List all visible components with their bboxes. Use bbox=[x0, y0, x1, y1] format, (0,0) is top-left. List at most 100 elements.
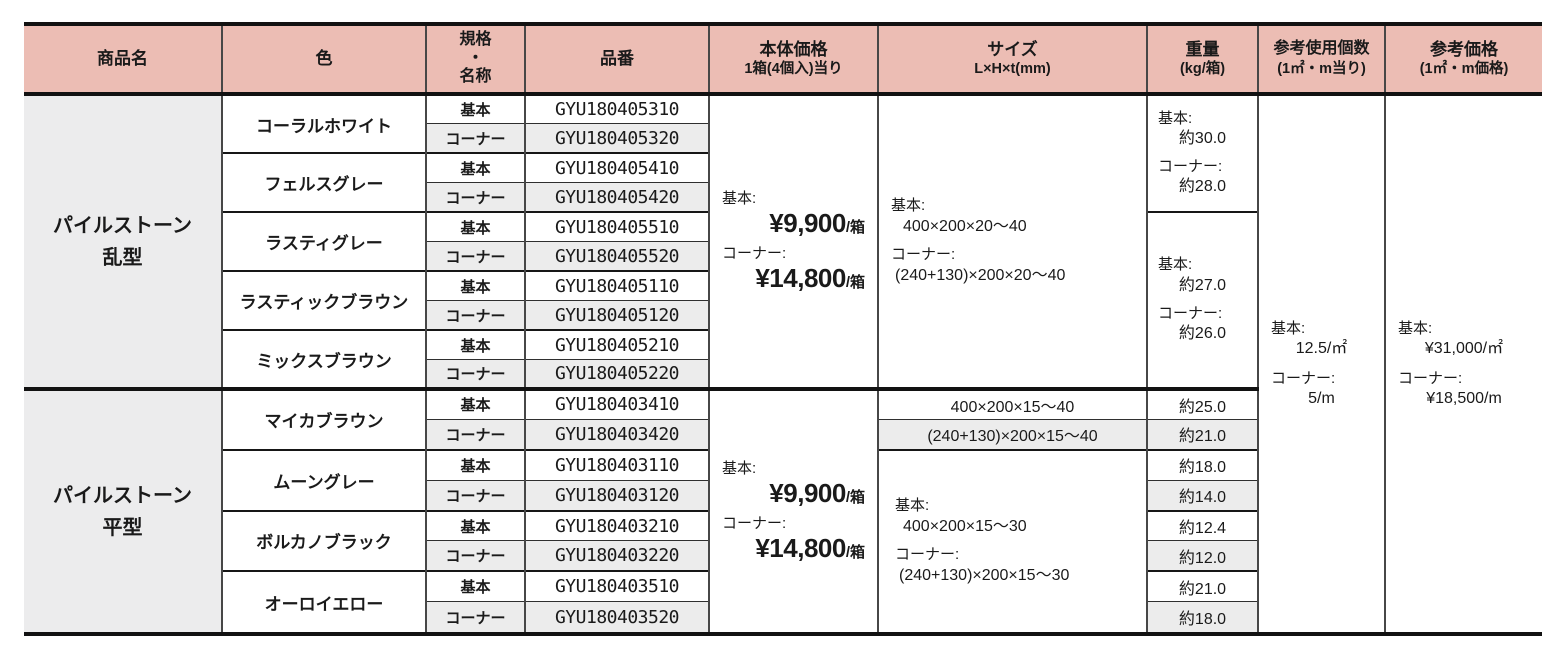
size-corner-label: コーナー: bbox=[891, 246, 956, 263]
header-label: サイズ bbox=[987, 39, 1038, 59]
table-row: オーロイエロー 基本 GYU180403510 約21.0 bbox=[24, 570, 1542, 633]
usage-corner-label: コーナー: bbox=[1271, 369, 1336, 387]
color-name: ミックスブラウン bbox=[221, 329, 427, 390]
weight-basic-value: 約30.0 bbox=[1178, 130, 1227, 148]
size-basic-label: 基本: bbox=[895, 497, 930, 515]
weight-corner-label: コーナー: bbox=[1158, 158, 1223, 175]
price-unit: /箱 bbox=[845, 219, 865, 237]
header-sublabel: (1㎡・m価格) bbox=[1419, 61, 1509, 78]
spec-label-basic: 基本 bbox=[425, 329, 526, 360]
table-row: コーナー GYU180405220 bbox=[24, 359, 1542, 390]
spec-label-basic: 基本 bbox=[425, 570, 526, 603]
price-amount: ¥9,900 bbox=[769, 208, 846, 239]
reference-quantity-cell: 基本: 12.5/㎡ コーナー: 5/m bbox=[1257, 93, 1386, 633]
header-sublabel: (kg/箱) bbox=[1179, 61, 1226, 78]
weight-basic-label: 基本: bbox=[1158, 256, 1193, 274]
price-basic-label: 基本: bbox=[722, 189, 757, 207]
usage-basic-label: 基本: bbox=[1271, 319, 1306, 337]
part-number: GYU180403410 bbox=[524, 386, 710, 420]
weight-basic-label: 基本: bbox=[1158, 109, 1193, 127]
price-corner-label: コーナー: bbox=[722, 515, 787, 533]
spec-label-basic: 基本 bbox=[425, 211, 526, 242]
table-row: パイルストーン 乱型 コーラルホワイト 基本 GYU180405310 基本: … bbox=[23, 93, 1543, 633]
size-cell: 基本: 400×200×15〜30 コーナー: (240+130)×200×15… bbox=[877, 448, 1148, 633]
spec-label-corner: コーナー bbox=[425, 601, 526, 633]
table-row: フェルスグレー 基本 GYU180405410 bbox=[24, 152, 1542, 213]
header-label: 本体価格 bbox=[759, 39, 828, 59]
weight-corner-label: コーナー: bbox=[1158, 304, 1223, 322]
part-number: GYU180403510 bbox=[524, 570, 710, 603]
header-label: 重量 bbox=[1185, 39, 1220, 59]
color-name: コーラルホワイト bbox=[221, 93, 427, 154]
spec-label-corner: コーナー bbox=[425, 182, 526, 213]
spec-label-basic: 基本 bbox=[425, 509, 526, 542]
size-basic-label: 基本: bbox=[891, 197, 926, 215]
weight-value: 約14.0 bbox=[1146, 479, 1259, 512]
weight-value: 約25.0 bbox=[1146, 386, 1259, 420]
part-number: GYU180405110 bbox=[524, 270, 710, 301]
col-header-unit-price: 本体価格 1箱(4個入)当り bbox=[708, 25, 879, 96]
spec-label-corner: コーナー bbox=[425, 540, 526, 572]
price-table: 商品名 色 規格 ・ 名称 品番 本体価格 1箱(4個入)当り サイズ L×H×t(… bbox=[23, 25, 1543, 633]
part-number: GYU180405420 bbox=[524, 182, 710, 213]
weight-corner-value: 約28.0 bbox=[1178, 178, 1227, 196]
col-header-color: 色 bbox=[221, 25, 427, 96]
header-label: 参考価格 bbox=[1430, 39, 1498, 59]
table-row: ラスティグレー 基本 GYU180405510 基本: 約27.0 コーナー: … bbox=[24, 211, 1542, 390]
table-row: ムーングレー 基本 GYU180403110 基本: 400×200×15〜30… bbox=[24, 448, 1542, 633]
size-corner-value: (240+130)×200×20〜40 bbox=[895, 267, 1066, 285]
spec-label-basic: 基本 bbox=[425, 152, 526, 183]
usage-basic-value: 12.5/㎡ bbox=[1295, 339, 1348, 357]
part-number: GYU180405220 bbox=[524, 359, 710, 390]
refprice-corner-value: ¥18,500/m bbox=[1426, 389, 1502, 407]
color-name: フェルスグレー bbox=[221, 152, 427, 213]
color-name: ラスティグレー bbox=[221, 211, 427, 272]
size-basic-value: 400×200×15〜30 bbox=[903, 518, 1027, 536]
usage-corner-value: 5/m bbox=[1308, 389, 1335, 407]
price-corner-value: ¥14,800/箱 bbox=[710, 263, 877, 294]
header-label: 色 bbox=[315, 49, 333, 69]
unit-price-cell: 基本: ¥9,900/箱 コーナー: ¥14,800/箱 bbox=[708, 93, 879, 390]
header-row: 商品名 色 規格 ・ 名称 品番 本体価格 1箱(4個入)当り サイズ L×H×t(… bbox=[23, 25, 1543, 96]
product-section-name: パイルストーン 乱型 bbox=[23, 93, 223, 390]
size-cell: 基本: 400×200×20〜40 コーナー: (240+130)×200×20… bbox=[877, 93, 1148, 390]
color-name: ラスティックブラウン bbox=[221, 270, 427, 331]
reference-price-cell: 基本: ¥31,000/㎡ コーナー: ¥18,500/m bbox=[1384, 93, 1543, 633]
spec-label-corner: コーナー bbox=[425, 479, 526, 512]
color-name: オーロイエロー bbox=[221, 570, 427, 633]
part-number: GYU180405120 bbox=[524, 300, 710, 331]
size-basic-value: 400×200×20〜40 bbox=[903, 218, 1027, 236]
col-header-spec-name: 規格 ・ 名称 bbox=[425, 25, 526, 96]
product-section-name: パイルストーン 平型 bbox=[23, 386, 223, 633]
price-basic-value: ¥9,900/箱 bbox=[710, 208, 877, 239]
spec-label-basic: 基本 bbox=[425, 386, 526, 420]
price-unit: /箱 bbox=[845, 274, 865, 292]
col-header-product-name: 商品名 bbox=[23, 25, 223, 96]
col-header-size: サイズ L×H×t(mm) bbox=[877, 25, 1148, 96]
spec-label-corner: コーナー bbox=[425, 359, 526, 390]
table-row: コーナー GYU180405520 bbox=[24, 241, 1542, 272]
spec-label-basic: 基本 bbox=[425, 448, 526, 481]
weight-value: 約12.4 bbox=[1146, 509, 1259, 542]
col-header-ref-price: 参考価格 (1㎡・m価格) bbox=[1384, 25, 1543, 96]
weight-basic-value: 約27.0 bbox=[1178, 276, 1227, 294]
price-amount: ¥14,800 bbox=[755, 263, 846, 294]
part-number: GYU180403210 bbox=[524, 509, 710, 542]
col-header-weight: 重量 (kg/箱) bbox=[1146, 25, 1259, 96]
part-number: GYU180405210 bbox=[524, 329, 710, 360]
part-number: GYU180405310 bbox=[524, 93, 710, 124]
weight-corner-value: 約26.0 bbox=[1178, 324, 1227, 342]
unit-price-cell: 基本: ¥9,900/箱 コーナー: ¥14,800/箱 bbox=[708, 386, 879, 633]
table-row: コーナー GYU180403420 (240+130)×200×15〜40 約2… bbox=[24, 418, 1542, 451]
header-label: 商品名 bbox=[97, 49, 148, 69]
table-row: ラスティックブラウン 基本 GYU180405110 bbox=[24, 270, 1542, 331]
color-name: ムーングレー bbox=[221, 448, 427, 512]
table-row: コーナー GYU180405320 bbox=[24, 123, 1542, 154]
price-corner-value: ¥14,800/箱 bbox=[710, 533, 877, 564]
part-number: GYU180403420 bbox=[524, 418, 710, 451]
weight-value: 約21.0 bbox=[1146, 418, 1259, 451]
refprice-basic-value: ¥31,000/㎡ bbox=[1424, 339, 1504, 357]
color-name: マイカブラウン bbox=[221, 387, 427, 451]
weight-value: 約21.0 bbox=[1146, 570, 1259, 603]
header-sublabel: L×H×t(mm) bbox=[974, 61, 1051, 78]
